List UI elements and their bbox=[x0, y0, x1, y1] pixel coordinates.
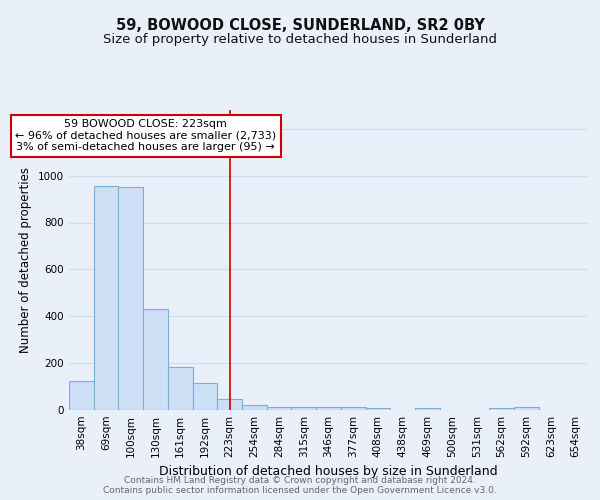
Bar bbox=[69, 380, 94, 410]
Bar bbox=[489, 408, 514, 410]
Text: 59 BOWOOD CLOSE: 223sqm
← 96% of detached houses are smaller (2,733)
3% of semi-: 59 BOWOOD CLOSE: 223sqm ← 96% of detache… bbox=[15, 119, 276, 152]
Bar bbox=[242, 406, 267, 410]
Text: 59, BOWOOD CLOSE, SUNDERLAND, SR2 0BY: 59, BOWOOD CLOSE, SUNDERLAND, SR2 0BY bbox=[116, 18, 484, 32]
Text: Size of property relative to detached houses in Sunderland: Size of property relative to detached ho… bbox=[103, 32, 497, 46]
Bar bbox=[316, 407, 341, 410]
Bar bbox=[143, 309, 168, 410]
X-axis label: Distribution of detached houses by size in Sunderland: Distribution of detached houses by size … bbox=[159, 466, 498, 478]
Bar bbox=[292, 407, 316, 410]
Y-axis label: Number of detached properties: Number of detached properties bbox=[19, 167, 32, 353]
Bar bbox=[94, 186, 118, 410]
Bar bbox=[118, 188, 143, 410]
Text: Contains HM Land Registry data © Crown copyright and database right 2024.: Contains HM Land Registry data © Crown c… bbox=[124, 476, 476, 485]
Bar bbox=[217, 400, 242, 410]
Bar bbox=[415, 408, 440, 410]
Bar bbox=[193, 383, 217, 410]
Bar bbox=[514, 407, 539, 410]
Bar bbox=[168, 366, 193, 410]
Text: Contains public sector information licensed under the Open Government Licence v3: Contains public sector information licen… bbox=[103, 486, 497, 495]
Bar bbox=[341, 407, 365, 410]
Bar bbox=[267, 407, 292, 410]
Bar bbox=[365, 408, 390, 410]
